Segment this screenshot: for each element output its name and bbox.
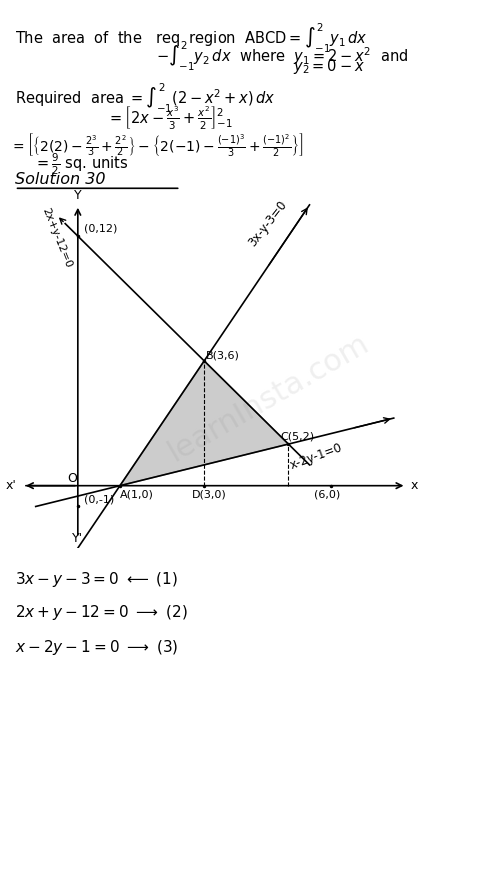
Text: $= \left[2x - \frac{x^3}{3} + \frac{x^2}{2}\right]_{-1}^{2}$: $= \left[2x - \frac{x^3}{3} + \frac{x^2}… [107,104,233,132]
Text: Solution 30: Solution 30 [15,172,105,187]
Polygon shape [120,361,288,485]
Text: O: O [67,471,77,484]
Text: $= \frac{9}{2}$ sq. units: $= \frac{9}{2}$ sq. units [34,152,129,178]
Text: x: x [410,479,418,492]
Text: (0,12): (0,12) [84,224,118,234]
Text: A(1,0): A(1,0) [120,489,154,499]
Text: $2x + y - 12 = 0$ $\longrightarrow$ (2): $2x + y - 12 = 0$ $\longrightarrow$ (2) [15,603,187,621]
Text: (6,0): (6,0) [314,489,340,499]
Text: $x - 2y - 1 = 0$ $\longrightarrow$ (3): $x - 2y - 1 = 0$ $\longrightarrow$ (3) [15,638,178,657]
Text: $y_2 = 0-x$: $y_2 = 0-x$ [293,57,365,76]
Text: learnInsta.com: learnInsta.com [163,329,374,467]
Text: B(3,6): B(3,6) [206,351,240,361]
Text: x-2y-1=0: x-2y-1=0 [288,441,345,472]
Text: Y': Y' [72,532,83,545]
Text: $= \left[\left\{2(2)-\frac{2^3}{3}+\frac{2^2}{2}\right\} - \left\{2(-1)-\frac{(-: $= \left[\left\{2(2)-\frac{2^3}{3}+\frac… [10,131,304,158]
Text: $- \int_{-1}^{2} y_2 \, dx$  where  $y_1 = 2-x^2$  and: $- \int_{-1}^{2} y_2 \, dx$ where $y_1 =… [156,40,408,73]
Text: (0,-1): (0,-1) [84,494,114,504]
Text: The  area  of  the   req  region  ABCD$= \int_{-1}^{2} y_1 \, dx$: The area of the req region ABCD$= \int_{… [15,22,367,56]
Text: x': x' [6,479,17,492]
Text: Y: Y [74,188,81,202]
Text: 3x-y-3=0: 3x-y-3=0 [246,199,290,249]
Text: Required  area $= \int_{-1}^{2}(2-x^2+x) \, dx$: Required area $= \int_{-1}^{2}(2-x^2+x) … [15,81,275,115]
Text: 2x+y-12=0: 2x+y-12=0 [40,206,73,270]
Text: D(3,0): D(3,0) [192,489,226,499]
Text: $3x - y - 3 = 0$ $\longleftarrow$ (1): $3x - y - 3 = 0$ $\longleftarrow$ (1) [15,570,178,589]
Text: C(5,2): C(5,2) [280,432,314,442]
